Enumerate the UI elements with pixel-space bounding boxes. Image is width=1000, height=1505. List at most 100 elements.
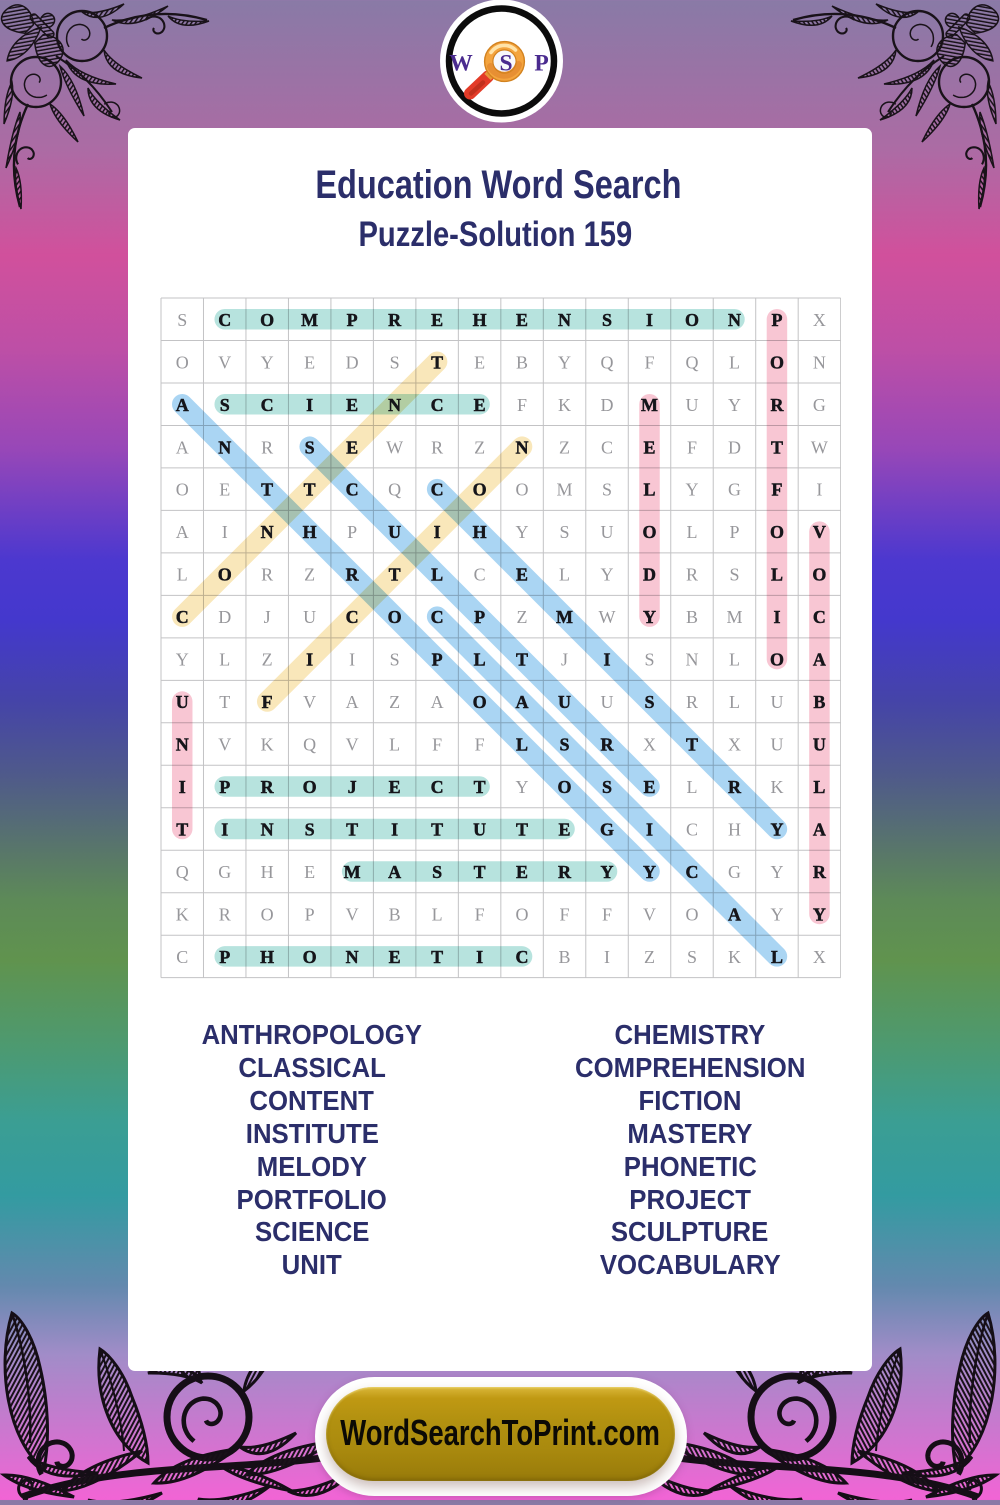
svg-text:I: I [349, 650, 355, 670]
svg-text:R: R [770, 395, 784, 415]
svg-text:B: B [516, 353, 528, 373]
svg-text:R: R [685, 692, 697, 712]
svg-text:U: U [600, 523, 613, 543]
svg-text:E: E [643, 777, 655, 797]
svg-text:I: I [178, 777, 185, 797]
svg-text:T: T [261, 480, 273, 500]
svg-text:V: V [345, 735, 358, 755]
svg-text:O: O [260, 310, 274, 330]
svg-text:K: K [558, 395, 571, 415]
svg-text:I: I [306, 650, 313, 670]
svg-text:G: G [812, 395, 825, 415]
svg-text:P: P [219, 777, 230, 797]
svg-text:C: C [430, 607, 443, 627]
svg-text:I: I [221, 523, 227, 543]
svg-text:Z: Z [261, 650, 272, 670]
svg-text:O: O [515, 480, 528, 500]
svg-text:L: L [473, 650, 485, 670]
svg-text:K: K [260, 735, 273, 755]
svg-text:Y: Y [770, 905, 783, 925]
svg-text:A: A [175, 395, 188, 415]
svg-text:F: F [517, 395, 527, 415]
svg-text:B: B [685, 607, 697, 627]
svg-text:P: P [771, 310, 782, 330]
svg-text:R: R [558, 862, 572, 882]
svg-text:L: L [389, 735, 400, 755]
svg-text:C: C [473, 565, 485, 585]
svg-text:U: U [685, 395, 698, 415]
svg-text:U: U [388, 523, 401, 543]
svg-text:E: E [219, 480, 230, 500]
svg-text:S: S [432, 862, 442, 882]
svg-text:G: G [218, 862, 231, 882]
svg-text:L: L [728, 650, 739, 670]
svg-text:R: R [431, 438, 443, 458]
svg-text:C: C [685, 862, 698, 882]
svg-text:D: D [345, 353, 358, 373]
svg-text:K: K [175, 905, 188, 925]
svg-text:I: I [773, 607, 780, 627]
svg-text:X: X [727, 735, 740, 755]
svg-text:R: R [261, 438, 273, 458]
svg-text:J: J [263, 607, 270, 627]
svg-text:H: H [727, 820, 740, 840]
svg-text:E: E [431, 310, 443, 330]
svg-text:O: O [472, 480, 486, 500]
svg-text:H: H [472, 310, 486, 330]
svg-text:T: T [431, 947, 443, 967]
svg-text:Q: Q [685, 353, 698, 373]
svg-text:E: E [304, 353, 315, 373]
svg-text:O: O [684, 310, 698, 330]
svg-text:S: S [177, 310, 187, 330]
svg-text:A: A [727, 905, 740, 925]
svg-text:K: K [727, 947, 740, 967]
svg-text:N: N [558, 310, 571, 330]
svg-text:P: P [431, 650, 442, 670]
svg-text:U: U [558, 692, 571, 712]
svg-text:U: U [473, 820, 486, 840]
svg-text:S: S [602, 480, 612, 500]
svg-text:S: S [559, 735, 569, 755]
svg-text:A: A [388, 862, 401, 882]
svg-text:Y: Y [600, 862, 613, 882]
svg-text:M: M [556, 480, 572, 500]
svg-text:I: I [816, 480, 822, 500]
svg-text:O: O [175, 353, 188, 373]
svg-text:P: P [534, 51, 548, 77]
svg-text:O: O [515, 905, 528, 925]
svg-text:Z: Z [516, 607, 527, 627]
svg-text:F: F [559, 905, 569, 925]
svg-text:T: T [516, 650, 528, 670]
svg-text:A: A [345, 692, 358, 712]
svg-text:U: U [600, 692, 613, 712]
svg-text:T: T [770, 438, 782, 458]
svg-text:Y: Y [515, 523, 528, 543]
svg-text:B: B [558, 947, 570, 967]
svg-text:S: S [686, 947, 696, 967]
svg-text:Z: Z [644, 947, 655, 967]
svg-text:T: T [473, 777, 485, 797]
svg-text:Y: Y [643, 862, 656, 882]
svg-text:L: L [770, 947, 782, 967]
svg-text:N: N [685, 650, 698, 670]
svg-text:X: X [812, 947, 825, 967]
svg-text:L: L [643, 480, 655, 500]
svg-text:N: N [345, 947, 358, 967]
svg-text:E: E [388, 777, 400, 797]
svg-text:T: T [431, 820, 443, 840]
svg-text:C: C [175, 607, 188, 627]
svg-text:H: H [260, 947, 274, 967]
svg-text:J: J [347, 777, 356, 797]
svg-text:L: L [686, 523, 697, 543]
svg-text:F: F [644, 353, 654, 373]
svg-text:G: G [727, 480, 740, 500]
svg-text:E: E [388, 947, 400, 967]
svg-text:Q: Q [388, 480, 401, 500]
svg-text:U: U [812, 735, 825, 755]
svg-text:O: O [302, 777, 316, 797]
svg-text:I: I [646, 820, 653, 840]
svg-text:M: M [343, 862, 360, 882]
svg-text:T: T [219, 692, 230, 712]
svg-text:P: P [219, 947, 230, 967]
svg-text:Z: Z [559, 438, 570, 458]
